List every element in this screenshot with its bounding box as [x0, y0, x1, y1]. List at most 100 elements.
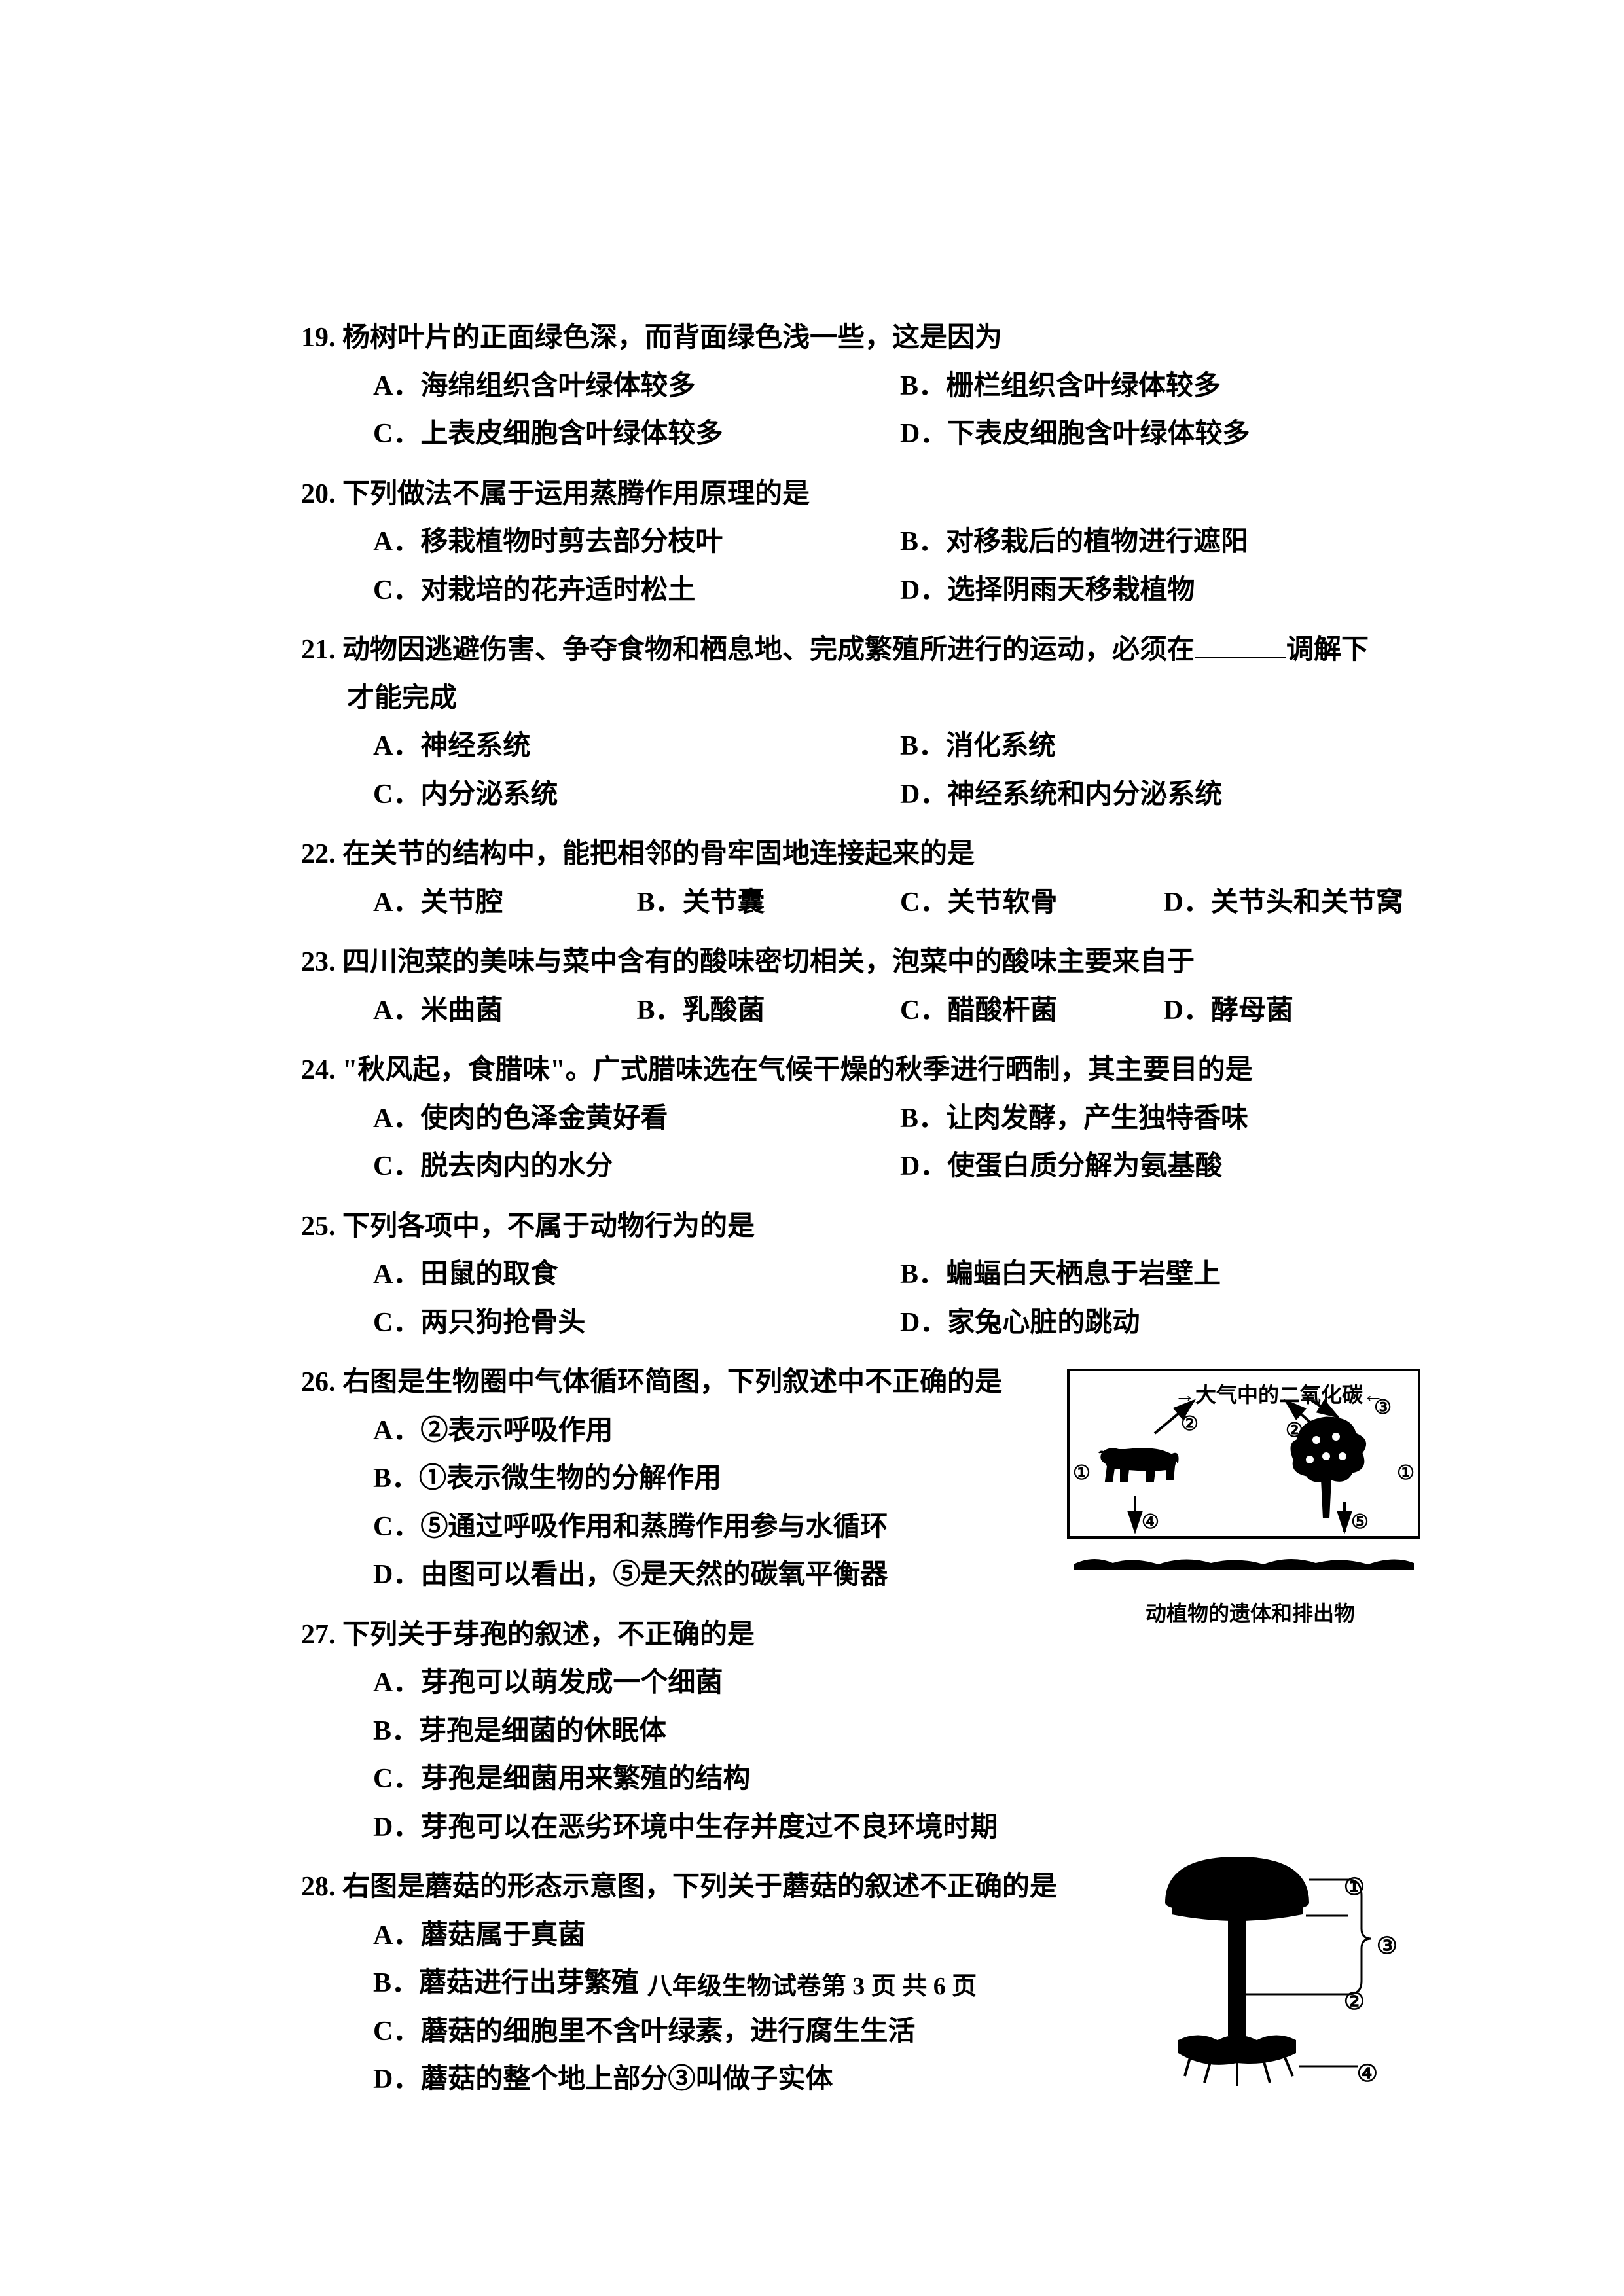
opt-a: A．神经系统: [373, 723, 900, 771]
q-stem: 杨树叶片的正面绿色深，而背面绿色浅一些，这是因为: [342, 323, 1002, 353]
mush-label-1: ①: [1344, 1867, 1365, 1908]
label-1b: ①: [1397, 1456, 1415, 1491]
opt-d: D．家兔心脏的跳动: [900, 1299, 1427, 1348]
options: A．芽孢可以萌发成一个细菌 B．芽孢是细菌的休眠体 C．芽孢是细菌用来繁殖的结构…: [301, 1659, 1427, 1852]
opt-a: A．蘑菇属于真菌: [373, 1912, 988, 1960]
opt-d: D．使蛋白质分解为氨基酸: [900, 1143, 1427, 1191]
opt-c: C．⑤通过呼吸作用和蒸腾作用参与水循环: [373, 1503, 988, 1552]
q-stem-line2: 才能完成: [301, 675, 1427, 723]
opt-c: C．芽孢是细菌用来繁殖的结构: [373, 1755, 1427, 1804]
opt-a: A．关节腔: [373, 879, 637, 927]
opt-d: D．关节头和关节窝: [1164, 879, 1428, 927]
label-2: ②: [1181, 1407, 1199, 1442]
q-stem: "秋风起，食腊味"。广式腊味选在气候干燥的秋季进行晒制，其主要目的是: [342, 1055, 1253, 1085]
carbon-cycle-figure: →大气中的二氧化碳←: [1067, 1369, 1434, 1632]
opt-b: B．消化系统: [900, 723, 1427, 771]
footer-page: 3: [852, 1973, 865, 2000]
footer-text-c: 页: [952, 1973, 977, 2000]
q-num: 25.: [301, 1211, 336, 1242]
page-footer: 八年级生物试卷第 3 页 共 6 页: [0, 1965, 1624, 2001]
q-num: 22.: [301, 839, 336, 869]
q-stem: 四川泡菜的美味与菜中含有的酸味密切相关，泡菜中的酸味主要来自于: [342, 947, 1195, 977]
options: A．使肉的色泽金黄好看 B．让肉发酵，产生独特香味 C．脱去肉内的水分 D．使蛋…: [301, 1095, 1427, 1191]
options: A．②表示呼吸作用 B．①表示微生物的分解作用 C．⑤通过呼吸作用和蒸腾作用参与…: [301, 1407, 988, 1600]
opt-d: D．酵母菌: [1164, 987, 1428, 1035]
label-2b: ②: [1286, 1414, 1303, 1448]
figure-26-caption: 动植物的遗体和排出物: [1067, 1595, 1434, 1632]
q-num: 28.: [301, 1872, 336, 1902]
question-23: 23. 四川泡菜的美味与菜中含有的酸味密切相关，泡菜中的酸味主要来自于 A．米曲…: [301, 939, 1427, 1035]
options: A．田鼠的取食 B．蝙蝠白天栖息于岩壁上 C．两只狗抢骨头 D．家兔心脏的跳动: [301, 1251, 1427, 1347]
question-25: 25. 下列各项中，不属于动物行为的是 A．田鼠的取食 B．蝙蝠白天栖息于岩壁上…: [301, 1203, 1427, 1348]
opt-d: D．蘑菇的整个地上部分③叫做子实体: [373, 2056, 988, 2104]
opt-a: A．②表示呼吸作用: [373, 1407, 988, 1456]
opt-d: D．由图可以看出，⑤是天然的碳氧平衡器: [373, 1551, 988, 1600]
opt-c: C．上表皮细胞含叶绿体较多: [373, 410, 900, 459]
q-num: 21.: [301, 635, 336, 665]
footer-text-b: 页 共: [871, 1973, 928, 2000]
q-num: 24.: [301, 1055, 336, 1085]
q-num: 26.: [301, 1367, 336, 1397]
mush-label-4: ④: [1357, 2053, 1378, 2094]
carbon-arrows: [1070, 1371, 1423, 1541]
opt-a: A．移栽植物时剪去部分枝叶: [373, 518, 900, 567]
question-24: 24. "秋风起，食腊味"。广式腊味选在气候干燥的秋季进行晒制，其主要目的是 A…: [301, 1047, 1427, 1191]
opt-b: B．乳酸菌: [637, 987, 901, 1035]
options: A．关节腔 B．关节囊 C．关节软骨 D．关节头和关节窝: [301, 879, 1427, 927]
footer-total: 6: [933, 1973, 946, 2000]
mush-label-3: ③: [1377, 1926, 1398, 1967]
q-stem: 右图是蘑菇的形态示意图，下列关于蘑菇的叙述不正确的是: [342, 1872, 1057, 1902]
label-5: ⑤: [1351, 1505, 1369, 1540]
opt-a: A．海绵组织含叶绿体较多: [373, 363, 900, 411]
opt-c: C．两只狗抢骨头: [373, 1299, 900, 1348]
opt-c: C．脱去肉内的水分: [373, 1143, 900, 1191]
opt-a: A．田鼠的取食: [373, 1251, 900, 1299]
options: A．米曲菌 B．乳酸菌 C．醋酸杆菌 D．酵母菌: [301, 987, 1427, 1035]
opt-c: C．醋酸杆菌: [900, 987, 1164, 1035]
footer-text-a: 八年级生物试卷第: [647, 1973, 846, 2000]
q-stem-after: 调解下: [1286, 635, 1369, 665]
opt-d: D．下表皮细胞含叶绿体较多: [900, 410, 1427, 459]
opt-c: C．蘑菇的细胞里不含叶绿素，进行腐生生活: [373, 2008, 988, 2056]
options: A．蘑菇属于真菌 B．蘑菇进行出芽繁殖 C．蘑菇的细胞里不含叶绿素，进行腐生生活…: [301, 1912, 988, 2104]
opt-a: A．米曲菌: [373, 987, 637, 1035]
question-26: 26. 右图是生物圈中气体循环简图，下列叙述中不正确的是 A．②表示呼吸作用 B…: [301, 1359, 1427, 1600]
opt-b: B．芽孢是细菌的休眠体: [373, 1708, 1427, 1756]
opt-c: C．对栽培的花卉适时松土: [373, 567, 900, 615]
label-4: ④: [1142, 1505, 1159, 1540]
options: A．神经系统 B．消化系统 C．内分泌系统 D．神经系统和内分泌系统: [301, 723, 1427, 819]
opt-b: B．对移栽后的植物进行遮阳: [900, 518, 1427, 567]
q-stem: 下列各项中，不属于动物行为的是: [342, 1211, 755, 1242]
options: A．海绵组织含叶绿体较多 B．栅栏组织含叶绿体较多 C．上表皮细胞含叶绿体较多 …: [301, 363, 1427, 459]
q-num: 23.: [301, 947, 336, 977]
q-num: 20.: [301, 479, 336, 509]
question-20: 20. 下列做法不属于运用蒸腾作用原理的是 A．移栽植物时剪去部分枝叶 B．对移…: [301, 471, 1427, 615]
page-body: 19. 杨树叶片的正面绿色深，而背面绿色浅一些，这是因为 A．海绵组织含叶绿体较…: [301, 314, 1427, 2116]
opt-d: D．神经系统和内分泌系统: [900, 771, 1427, 819]
opt-a: A．使肉的色泽金黄好看: [373, 1095, 900, 1143]
blank-line: [1195, 631, 1286, 658]
opt-b: B．栅栏组织含叶绿体较多: [900, 363, 1427, 411]
opt-c: C．关节软骨: [900, 879, 1164, 927]
opt-b: B．关节囊: [637, 879, 901, 927]
opt-a: A．芽孢可以萌发成一个细菌: [373, 1659, 1427, 1708]
opt-b: B．让肉发酵，产生独特香味: [900, 1095, 1427, 1143]
carbon-box: →大气中的二氧化碳←: [1067, 1369, 1420, 1539]
q-num: 19.: [301, 323, 336, 353]
label-3: ③: [1374, 1391, 1392, 1426]
opt-d: D．选择阴雨天移栽植物: [900, 567, 1427, 615]
q-stem: 在关节的结构中，能把相邻的骨牢固地连接起来的是: [342, 839, 975, 869]
question-27: 27. 下列关于芽孢的叙述，不正确的是 A．芽孢可以萌发成一个细菌 B．芽孢是细…: [301, 1611, 1427, 1852]
q-stem: 下列做法不属于运用蒸腾作用原理的是: [342, 479, 810, 509]
question-22: 22. 在关节的结构中，能把相邻的骨牢固地连接起来的是 A．关节腔 B．关节囊 …: [301, 831, 1427, 927]
q-num: 27.: [301, 1620, 336, 1650]
question-19: 19. 杨树叶片的正面绿色深，而背面绿色浅一些，这是因为 A．海绵组织含叶绿体较…: [301, 314, 1427, 459]
question-21: 21. 动物因逃避伤害、争夺食物和栖息地、完成繁殖所进行的运动，必须在调解下 才…: [301, 626, 1427, 819]
q-stem: 下列关于芽孢的叙述，不正确的是: [342, 1620, 755, 1650]
label-1: ①: [1073, 1456, 1091, 1491]
debris-icon: [1067, 1551, 1420, 1571]
opt-c: C．内分泌系统: [373, 771, 900, 819]
options: A．移栽植物时剪去部分枝叶 B．对移栽后的植物进行遮阳 C．对栽培的花卉适时松土…: [301, 518, 1427, 615]
q-stem: 右图是生物圈中气体循环简图，下列叙述中不正确的是: [342, 1367, 1002, 1397]
opt-b: B．蝙蝠白天栖息于岩壁上: [900, 1251, 1427, 1299]
